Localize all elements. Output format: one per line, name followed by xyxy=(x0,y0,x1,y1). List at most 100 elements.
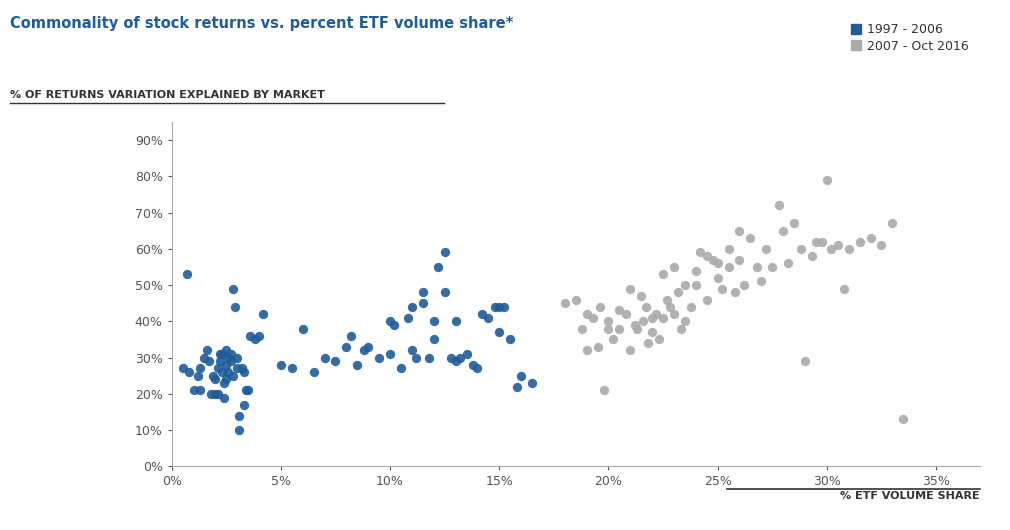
Text: Commonality of stock returns vs. percent ETF volume share*: Commonality of stock returns vs. percent… xyxy=(10,16,513,31)
Point xyxy=(814,237,830,246)
Point xyxy=(371,354,387,362)
Point xyxy=(644,328,661,337)
Point xyxy=(874,241,890,250)
Point xyxy=(727,288,743,297)
Point xyxy=(524,379,540,387)
Point xyxy=(481,313,497,322)
Point xyxy=(622,285,638,293)
Point xyxy=(660,295,676,304)
Point xyxy=(465,360,481,369)
Point xyxy=(474,310,490,319)
Point xyxy=(780,259,796,268)
Point xyxy=(677,317,693,325)
Point xyxy=(605,335,621,344)
Point xyxy=(246,335,263,344)
Point xyxy=(447,357,464,366)
Point xyxy=(316,354,332,362)
Point xyxy=(622,346,638,355)
Point xyxy=(585,313,601,322)
Point xyxy=(447,317,464,325)
Point xyxy=(190,372,206,380)
Point xyxy=(579,310,595,319)
Point xyxy=(775,226,791,235)
Point xyxy=(836,285,852,293)
Point xyxy=(382,350,398,358)
Point xyxy=(327,357,343,366)
Point xyxy=(592,303,608,311)
Point xyxy=(436,248,452,257)
Point xyxy=(692,248,708,257)
Point xyxy=(393,364,409,373)
Point xyxy=(487,303,503,311)
Point xyxy=(216,379,232,387)
Point xyxy=(590,342,606,351)
Point xyxy=(207,390,223,398)
Point xyxy=(349,360,366,369)
Point xyxy=(459,350,475,358)
Point xyxy=(496,303,512,311)
Point xyxy=(306,368,322,376)
Point xyxy=(229,364,245,373)
Point xyxy=(626,321,642,329)
Point xyxy=(212,350,228,358)
Point xyxy=(218,360,234,369)
Point xyxy=(186,386,202,394)
Point xyxy=(639,339,655,347)
Point xyxy=(688,281,704,289)
Point xyxy=(666,263,682,271)
Point xyxy=(451,354,468,362)
Point xyxy=(808,237,824,246)
Point xyxy=(705,255,721,264)
Point xyxy=(273,360,289,369)
Point xyxy=(240,386,257,394)
Point xyxy=(574,324,590,333)
Point xyxy=(629,324,645,333)
Point xyxy=(382,317,398,325)
Point xyxy=(568,295,584,304)
Point xyxy=(295,324,311,333)
Point xyxy=(804,252,820,260)
Point xyxy=(205,372,221,380)
Point xyxy=(199,346,215,355)
Point xyxy=(633,292,649,300)
Point xyxy=(443,354,460,362)
Point xyxy=(600,324,616,333)
Point xyxy=(404,346,420,355)
Point xyxy=(222,350,238,358)
Point xyxy=(425,317,441,325)
Point xyxy=(662,303,678,311)
Point xyxy=(688,267,704,275)
Point xyxy=(596,386,612,394)
Point xyxy=(229,354,245,362)
Point xyxy=(671,288,687,297)
Point xyxy=(404,303,420,311)
Point xyxy=(201,357,217,366)
Point xyxy=(637,303,653,311)
Point xyxy=(203,390,219,398)
Point xyxy=(227,303,243,311)
Point xyxy=(192,364,208,373)
Point xyxy=(742,234,759,242)
Point xyxy=(797,357,813,366)
Point xyxy=(654,270,671,278)
Point xyxy=(758,244,774,253)
Point xyxy=(731,226,747,235)
Point xyxy=(233,364,249,373)
Point xyxy=(863,234,879,242)
Point xyxy=(415,299,431,307)
Point xyxy=(714,285,730,293)
Point xyxy=(207,375,223,384)
Point xyxy=(356,346,372,355)
Point xyxy=(851,237,868,246)
Point xyxy=(222,357,238,366)
Point xyxy=(231,411,247,420)
Point xyxy=(635,317,651,325)
Point xyxy=(192,386,208,394)
Point xyxy=(179,270,195,278)
Point xyxy=(342,332,359,340)
Point xyxy=(793,244,809,253)
Point xyxy=(491,328,507,337)
Point xyxy=(175,364,191,373)
Point xyxy=(720,263,736,271)
Point xyxy=(212,357,228,366)
